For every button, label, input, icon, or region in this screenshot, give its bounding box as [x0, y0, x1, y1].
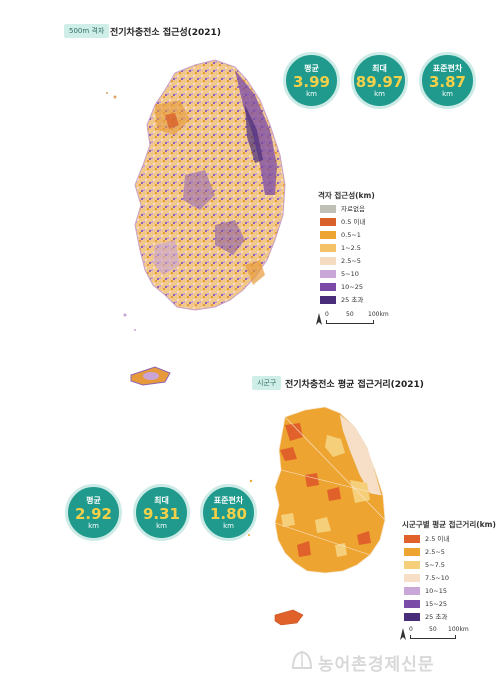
legend-swatch [404, 574, 420, 582]
stat-unit: km [223, 522, 234, 530]
legend-label: 5~7.5 [425, 561, 445, 569]
map2-scale-bar [410, 635, 456, 639]
stat-unit: km [374, 90, 385, 98]
legend-label: 25 초과 [341, 296, 364, 304]
map1-korea-grid-map [106, 59, 286, 386]
legend-swatch [404, 613, 420, 621]
stat-value: 2.92 [74, 505, 112, 523]
map2-scale-tick: 100km [448, 626, 469, 633]
stat-label: 표준편차 [213, 496, 244, 505]
legend-label: 15~25 [425, 600, 447, 608]
legend-swatch [320, 218, 336, 226]
legend-label: 25 초과 [425, 613, 448, 621]
legend-label: 2.5 이내 [425, 535, 450, 543]
legend-label: 2.5~5 [425, 548, 445, 556]
stat-label: 평균 [304, 64, 319, 73]
legend-label: 10~25 [341, 283, 363, 291]
map1-stat-stddev: 표준편차 3.87 km [419, 52, 476, 109]
map1-stat-average: 평균 3.99 km [283, 52, 340, 109]
legend-swatch [404, 535, 420, 543]
legend-swatch [404, 600, 420, 608]
map2-scale-tick: 0 [409, 626, 413, 633]
stat-label: 최대 [372, 64, 387, 73]
watermark-text: 농어촌경제신문 [318, 655, 435, 675]
map2-legend-title: 시군구별 평균 접근거리(km) [402, 520, 496, 529]
stat-value: 3.99 [292, 73, 330, 91]
map1-stat-max: 최대 89.97 km [351, 52, 408, 109]
stat-value: 3.87 [428, 73, 466, 91]
stat-label: 최대 [154, 496, 169, 505]
map1-legend-title: 격자 접근성(km) [318, 191, 375, 200]
stat-unit: km [442, 90, 453, 98]
legend-label: 5~10 [341, 270, 359, 278]
map2-stat-stddev: 표준편차 1.80 km [200, 484, 257, 541]
legend-label: 0.5 이내 [341, 218, 366, 226]
map1-scale-tick: 0 [325, 311, 329, 318]
map2-north-arrow [400, 628, 406, 640]
legend-swatch [320, 283, 336, 291]
watermark-logo-icon [291, 650, 313, 669]
legend-swatch [320, 205, 336, 213]
map2-stat-average: 평균 2.92 km [65, 484, 122, 541]
legend-swatch [320, 270, 336, 278]
map2-title: 전기차충전소 평균 접근거리(2021) [285, 380, 424, 390]
map1-scale-tick: 100km [368, 311, 389, 318]
legend-label: 0.5~1 [341, 231, 361, 239]
legend-swatch [404, 561, 420, 569]
map2-stat-max: 최대 9.31 km [133, 484, 190, 541]
stat-label: 표준편차 [432, 64, 463, 73]
map1-north-arrow [316, 313, 322, 325]
map1-title: 전기차충전소 접근성(2021) [110, 28, 221, 38]
legend-swatch [320, 231, 336, 239]
legend-swatch [404, 587, 420, 595]
stat-value: 1.80 [209, 505, 247, 523]
map1-scale-bar [326, 320, 374, 324]
map1-scale-tick: 50 [346, 311, 354, 318]
map1-tag: 500m 격자 [64, 24, 110, 38]
legend-label: 2.5~5 [341, 257, 361, 265]
stat-unit: km [88, 522, 99, 530]
legend-swatch [320, 257, 336, 265]
map2-korea-district-map [248, 406, 386, 626]
legend-swatch [320, 244, 336, 252]
legend-swatch [404, 548, 420, 556]
legend-label: 10~15 [425, 587, 447, 595]
legend-label: 자료없음 [341, 205, 365, 213]
stat-label: 평균 [86, 496, 101, 505]
stat-unit: km [156, 522, 167, 530]
legend-swatch [320, 296, 336, 304]
stat-value: 89.97 [355, 73, 404, 91]
legend-label: 1~2.5 [341, 244, 361, 252]
stat-value: 9.31 [142, 505, 180, 523]
map2-tag: 시군구 [252, 376, 282, 390]
stat-unit: km [306, 90, 317, 98]
map2-scale-tick: 50 [429, 626, 437, 633]
legend-label: 7.5~10 [425, 574, 450, 582]
